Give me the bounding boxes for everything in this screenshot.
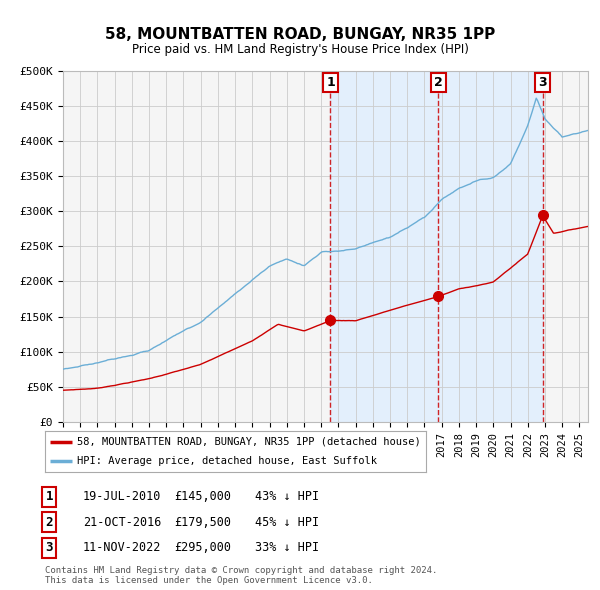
Text: 19-JUL-2010: 19-JUL-2010 [83, 490, 161, 503]
Text: 2: 2 [434, 76, 443, 89]
Text: 3: 3 [46, 541, 53, 554]
Text: 21-OCT-2016: 21-OCT-2016 [83, 516, 161, 529]
Text: 11-NOV-2022: 11-NOV-2022 [83, 541, 161, 554]
Text: HPI: Average price, detached house, East Suffolk: HPI: Average price, detached house, East… [77, 456, 377, 466]
Text: £295,000: £295,000 [174, 541, 231, 554]
Text: 3: 3 [538, 76, 547, 89]
Text: Price paid vs. HM Land Registry's House Price Index (HPI): Price paid vs. HM Land Registry's House … [131, 43, 469, 56]
Text: 1: 1 [326, 76, 335, 89]
Text: 58, MOUNTBATTEN ROAD, BUNGAY, NR35 1PP: 58, MOUNTBATTEN ROAD, BUNGAY, NR35 1PP [105, 27, 495, 42]
Text: 45% ↓ HPI: 45% ↓ HPI [255, 516, 319, 529]
Text: Contains HM Land Registry data © Crown copyright and database right 2024.
This d: Contains HM Land Registry data © Crown c… [45, 566, 437, 585]
Text: 58, MOUNTBATTEN ROAD, BUNGAY, NR35 1PP (detached house): 58, MOUNTBATTEN ROAD, BUNGAY, NR35 1PP (… [77, 437, 421, 447]
Text: 43% ↓ HPI: 43% ↓ HPI [255, 490, 319, 503]
Text: 1: 1 [46, 490, 53, 503]
Text: £179,500: £179,500 [174, 516, 231, 529]
Text: 2: 2 [46, 516, 53, 529]
Text: 33% ↓ HPI: 33% ↓ HPI [255, 541, 319, 554]
Text: £145,000: £145,000 [174, 490, 231, 503]
Bar [331, 71, 543, 422]
